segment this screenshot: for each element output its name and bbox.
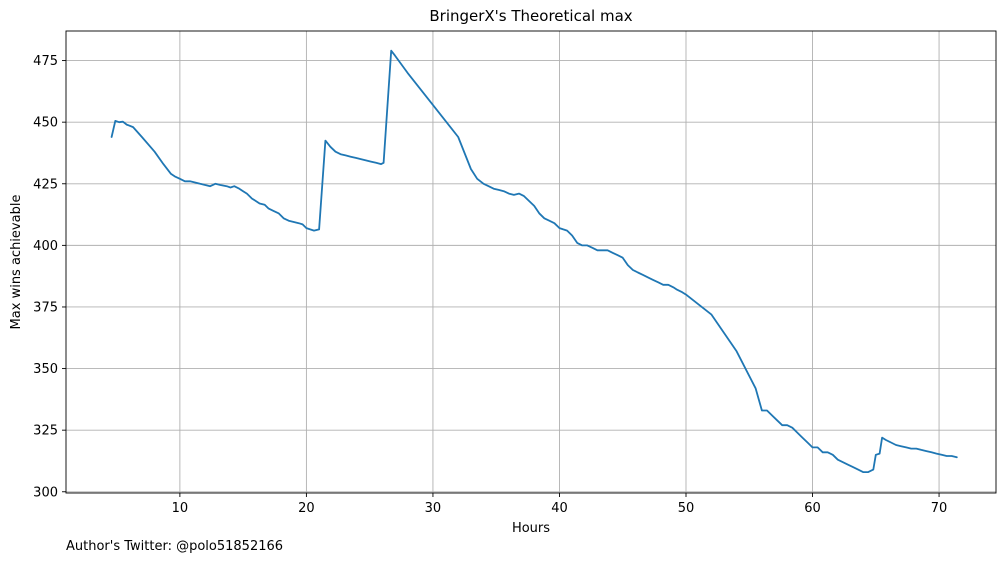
y-tick-label: 450 bbox=[33, 116, 58, 131]
y-tick-label: 425 bbox=[33, 177, 58, 192]
y-tick-label: 350 bbox=[33, 362, 58, 377]
chart-title: BringerX's Theoretical max bbox=[429, 7, 632, 25]
x-tick-label: 20 bbox=[298, 501, 315, 516]
y-tick-label: 375 bbox=[33, 300, 58, 315]
y-tick-label: 400 bbox=[33, 239, 58, 254]
y-tick-label: 325 bbox=[33, 424, 58, 439]
y-tick-label: 300 bbox=[33, 485, 58, 500]
x-tick-label: 10 bbox=[172, 501, 189, 516]
plot-frame bbox=[65, 30, 997, 494]
x-tick-label: 50 bbox=[678, 501, 695, 516]
x-axis-label: Hours bbox=[512, 521, 550, 536]
series-line bbox=[110, 49, 958, 474]
author-footnote: Author's Twitter: @polo51852166 bbox=[66, 539, 283, 554]
y-tick-label: 475 bbox=[33, 54, 58, 69]
grid-lines bbox=[66, 31, 996, 493]
x-tick-label: 40 bbox=[551, 501, 568, 516]
x-tick-label: 70 bbox=[931, 501, 948, 516]
axis-ticks: 10 20 30 40 50 60 70 300 325 350 375 400 425 450 475 bbox=[33, 54, 947, 516]
y-axis-label: Max wins achievable bbox=[9, 195, 24, 330]
x-tick-label: 60 bbox=[804, 501, 821, 516]
x-tick-label: 30 bbox=[425, 501, 442, 516]
